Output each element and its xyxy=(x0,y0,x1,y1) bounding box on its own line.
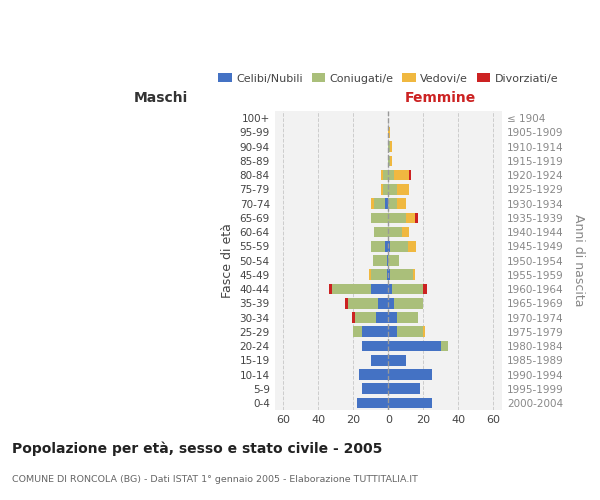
Bar xyxy=(352,312,355,323)
Bar xyxy=(388,170,394,180)
Bar xyxy=(394,170,409,180)
Bar xyxy=(383,184,388,194)
Bar xyxy=(382,184,383,194)
Bar xyxy=(374,198,385,209)
Bar xyxy=(388,212,406,223)
Bar xyxy=(388,256,399,266)
Bar xyxy=(382,170,383,180)
Bar xyxy=(409,170,411,180)
Bar xyxy=(403,227,409,237)
Bar xyxy=(388,369,432,380)
Bar xyxy=(376,312,388,323)
Y-axis label: Anni di nascita: Anni di nascita xyxy=(572,214,585,307)
Bar xyxy=(390,241,407,252)
Bar xyxy=(388,398,432,408)
Bar xyxy=(388,384,420,394)
Bar xyxy=(388,355,406,366)
Bar xyxy=(329,284,332,294)
Bar xyxy=(388,284,392,294)
Bar xyxy=(385,241,388,252)
Bar xyxy=(359,369,388,380)
Bar xyxy=(390,270,413,280)
Bar xyxy=(386,256,388,266)
Bar xyxy=(415,212,418,223)
Text: COMUNE DI RONCOLA (BG) - Dati ISTAT 1° gennaio 2005 - Elaborazione TUTTITALIA.IT: COMUNE DI RONCOLA (BG) - Dati ISTAT 1° g… xyxy=(12,476,418,484)
Bar xyxy=(355,312,376,323)
Bar xyxy=(362,384,388,394)
Bar xyxy=(394,298,424,308)
Bar xyxy=(371,284,388,294)
Bar xyxy=(348,298,378,308)
Bar xyxy=(378,298,388,308)
Bar xyxy=(388,298,394,308)
Bar xyxy=(397,184,409,194)
Bar xyxy=(413,270,415,280)
Bar xyxy=(388,227,403,237)
Text: Femmine: Femmine xyxy=(405,91,476,105)
Bar xyxy=(388,312,397,323)
Bar xyxy=(357,398,388,408)
Bar xyxy=(388,184,397,194)
Bar xyxy=(390,142,392,152)
Bar xyxy=(388,142,390,152)
Bar xyxy=(332,284,371,294)
Bar xyxy=(371,212,388,223)
Bar xyxy=(390,156,392,166)
Y-axis label: Fasce di età: Fasce di età xyxy=(221,223,234,298)
Bar xyxy=(424,284,427,294)
Bar xyxy=(388,241,390,252)
Bar xyxy=(371,198,374,209)
Bar xyxy=(383,170,388,180)
Bar xyxy=(385,198,388,209)
Text: Popolazione per età, sesso e stato civile - 2005: Popolazione per età, sesso e stato civil… xyxy=(12,441,382,456)
Bar xyxy=(392,284,424,294)
Bar xyxy=(386,270,388,280)
Bar xyxy=(344,298,348,308)
Bar xyxy=(369,270,371,280)
Legend: Celibi/Nubili, Coniugati/e, Vedovi/e, Divorziati/e: Celibi/Nubili, Coniugati/e, Vedovi/e, Di… xyxy=(214,68,563,88)
Bar xyxy=(388,198,397,209)
Bar xyxy=(388,270,390,280)
Bar xyxy=(353,326,362,337)
Bar xyxy=(397,312,418,323)
Bar xyxy=(362,340,388,351)
Bar xyxy=(388,156,390,166)
Bar xyxy=(362,326,388,337)
Bar xyxy=(388,326,397,337)
Bar xyxy=(371,241,385,252)
Bar xyxy=(388,127,390,138)
Bar xyxy=(397,198,406,209)
Bar xyxy=(373,256,386,266)
Bar xyxy=(388,340,441,351)
Bar xyxy=(374,227,388,237)
Text: Maschi: Maschi xyxy=(134,91,188,105)
Bar xyxy=(371,355,388,366)
Bar xyxy=(406,212,415,223)
Bar xyxy=(407,241,416,252)
Bar xyxy=(371,270,386,280)
Bar xyxy=(424,326,425,337)
Bar xyxy=(397,326,424,337)
Bar xyxy=(441,340,448,351)
